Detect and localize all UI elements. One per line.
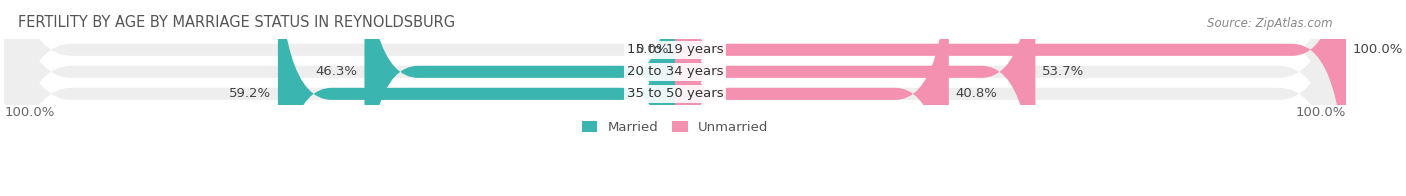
FancyBboxPatch shape: [675, 0, 1346, 196]
Text: 59.2%: 59.2%: [229, 87, 271, 100]
FancyBboxPatch shape: [675, 0, 1035, 196]
Text: 15 to 19 years: 15 to 19 years: [627, 43, 724, 56]
Text: 100.0%: 100.0%: [4, 106, 55, 119]
Text: 46.3%: 46.3%: [316, 65, 357, 78]
Text: 20 to 34 years: 20 to 34 years: [627, 65, 723, 78]
Text: 53.7%: 53.7%: [1042, 65, 1084, 78]
Text: Source: ZipAtlas.com: Source: ZipAtlas.com: [1206, 17, 1333, 30]
Text: 40.8%: 40.8%: [956, 87, 997, 100]
Legend: Married, Unmarried: Married, Unmarried: [576, 115, 773, 139]
FancyBboxPatch shape: [364, 0, 675, 196]
FancyBboxPatch shape: [278, 0, 675, 196]
Text: 100.0%: 100.0%: [1353, 43, 1403, 56]
Text: 35 to 50 years: 35 to 50 years: [627, 87, 724, 100]
FancyBboxPatch shape: [4, 0, 1346, 196]
Text: 0.0%: 0.0%: [636, 43, 668, 56]
Text: 100.0%: 100.0%: [1296, 106, 1346, 119]
Text: FERTILITY BY AGE BY MARRIAGE STATUS IN REYNOLDSBURG: FERTILITY BY AGE BY MARRIAGE STATUS IN R…: [18, 15, 454, 30]
FancyBboxPatch shape: [675, 0, 949, 196]
FancyBboxPatch shape: [4, 0, 1346, 196]
FancyBboxPatch shape: [4, 0, 1346, 196]
